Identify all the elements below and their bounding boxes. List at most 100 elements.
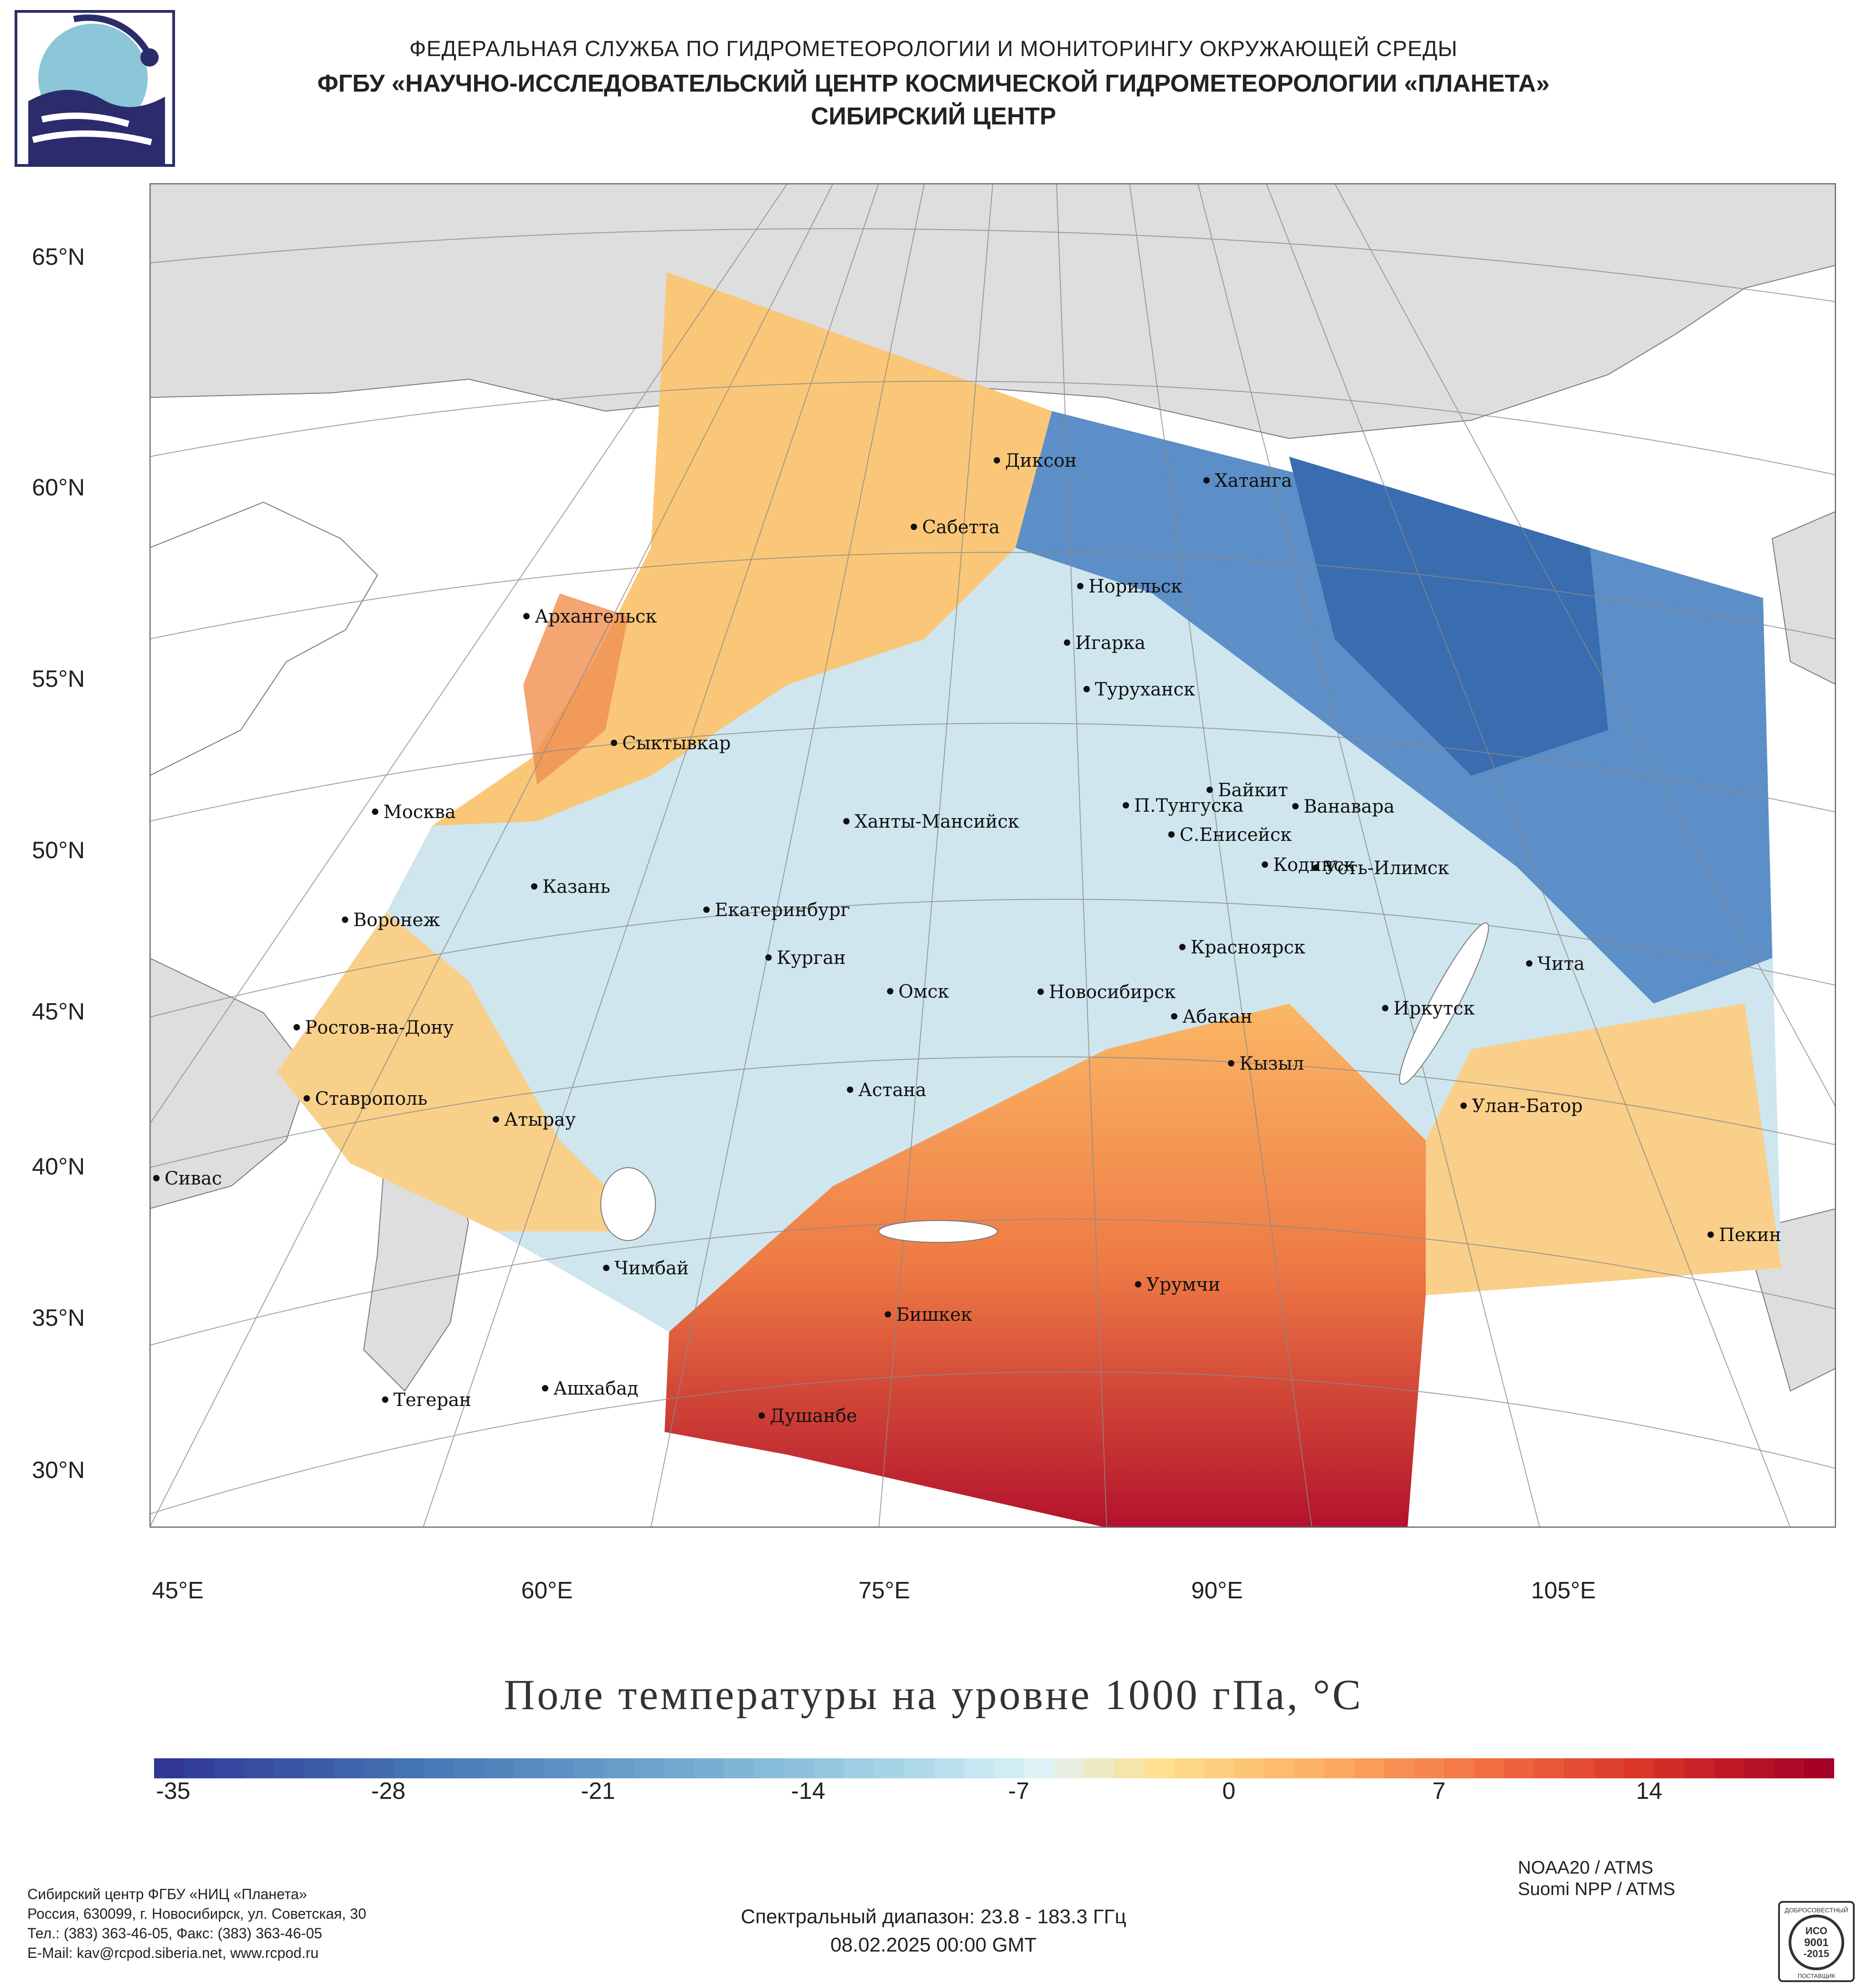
city-marker: Сивас [153, 1168, 222, 1189]
city-label: Кызыл [1239, 1053, 1304, 1074]
city-label: Омск [898, 981, 949, 1002]
city-marker: Норильск [1077, 576, 1182, 597]
colorbar-segment [1414, 1758, 1444, 1778]
city-dot [1292, 803, 1299, 809]
city-label: Атырау [504, 1109, 576, 1130]
footer-satellites: NOAA20 / ATMS Suomi NPP / ATMS [1518, 1857, 1675, 1900]
footer-phone: Тел.: (383) 363-46-05, Факс: (383) 363-4… [27, 1925, 322, 1942]
lon-label-90: 90°E [1191, 1577, 1243, 1604]
lon-label-105: 105°E [1531, 1577, 1596, 1604]
city-label: Сивас [165, 1168, 222, 1189]
city-dot [1168, 831, 1175, 838]
city-label: П.Тунгуска [1134, 795, 1243, 816]
city-label: Усть-Илимск [1324, 858, 1449, 879]
city-marker: Сабетта [911, 517, 1000, 538]
city-dot [1123, 802, 1129, 809]
city-label: Урумчи [1146, 1274, 1220, 1295]
lon-label-60: 60°E [521, 1577, 573, 1604]
city-label: Казань [542, 876, 610, 897]
colorbar-tick: -7 [1008, 1778, 1030, 1804]
city-marker: Ванавара [1292, 796, 1395, 817]
city-dot [1064, 639, 1070, 646]
colorbar-tick: 0 [1222, 1778, 1236, 1804]
city-marker: Новосибирск [1037, 982, 1176, 1003]
city-marker: Тегеран [382, 1390, 471, 1411]
city-dot [493, 1116, 499, 1123]
colorbar-segment [1024, 1758, 1055, 1778]
city-marker: Бишкек [885, 1304, 972, 1325]
city-dot [994, 457, 1000, 464]
colorbar-segment [1384, 1758, 1414, 1778]
header-center: СИБИРСКИЙ ЦЕНТР [810, 103, 1057, 130]
colorbar-segment [844, 1758, 875, 1778]
city-label: Иркутск [1393, 998, 1475, 1019]
footer-org: Сибирский центр ФГБУ «НИЦ «Планета» [27, 1886, 307, 1902]
city-label: Душанбе [770, 1406, 857, 1427]
footer-spectral: Спектральный диапазон: 23.8 - 183.3 ГГц [741, 1906, 1126, 1928]
temperature-map [150, 183, 1836, 1528]
swath-warm-se [1426, 1004, 1781, 1295]
city-marker: Архангельск [523, 606, 657, 627]
lake-baikal [1399, 922, 1489, 1085]
swath-warm-sw [277, 912, 651, 1231]
city-marker: Омск [887, 981, 949, 1002]
cert-top-text: ДОБРОСОВЕСТНЫЙ [1784, 1906, 1848, 1914]
city-label: Хатанга [1215, 470, 1292, 491]
city-marker: Чимбай [603, 1258, 689, 1279]
city-label: Красноярск [1191, 937, 1305, 958]
colorbar-segment [274, 1758, 304, 1778]
colorbar-segment [184, 1758, 215, 1778]
colorbar-tick: -14 [791, 1778, 825, 1804]
city-marker: Екатеринбург [703, 900, 850, 921]
colorbar-segment [1054, 1758, 1084, 1778]
colorbar-segment [304, 1758, 335, 1778]
lat-label-30: 30°N [32, 1457, 85, 1483]
city-marker: Чита [1526, 953, 1585, 974]
city-dot [1179, 944, 1186, 950]
city-label: Курган [777, 948, 846, 968]
city-marker: Улан-Батор [1460, 1096, 1583, 1117]
city-marker: Хатанга [1203, 470, 1292, 491]
city-marker: Красноярск [1179, 937, 1305, 958]
colorbar-segment [454, 1758, 485, 1778]
colorbar-segment [424, 1758, 454, 1778]
colorbar-segment [874, 1758, 905, 1778]
iso-cert-badge: ДОБРОСОВЕСТНЫЙ ИСО 9001 -2015 ПОСТАВЩИК [1778, 1901, 1855, 1982]
land-black-sea-coast [150, 957, 310, 1210]
city-label: Ашхабад [553, 1378, 638, 1399]
colorbar-segment [634, 1758, 665, 1778]
colorbar-segment [484, 1758, 515, 1778]
city-dot [1171, 1013, 1177, 1020]
lat-label-60: 60°N [32, 474, 85, 501]
city-label: Сыктывкар [622, 733, 731, 754]
city-dot [294, 1024, 300, 1030]
colorbar-tick: -28 [371, 1778, 406, 1804]
city-marker: Игарка [1064, 633, 1145, 654]
city-label: Ставрополь [315, 1088, 428, 1109]
city-label: Астана [858, 1080, 926, 1101]
city-marker: Пекин [1707, 1225, 1781, 1246]
city-marker: Ханты-Мансийск [843, 811, 1019, 832]
city-marker: Иркутск [1382, 998, 1475, 1019]
footer-address: Россия, 630099, г. Новосибирск, ул. Сове… [27, 1906, 366, 1922]
footer-contacts: Сибирский центр ФГБУ «НИЦ «Планета» Росс… [27, 1885, 366, 1963]
city-dot [542, 1385, 548, 1391]
city-dot [1262, 861, 1268, 868]
city-marker: Ставрополь [304, 1088, 428, 1109]
land-arctic [150, 183, 1836, 439]
city-label: Воронеж [353, 910, 440, 931]
colorbar-segment [1804, 1758, 1834, 1778]
city-label: Улан-Батор [1472, 1096, 1583, 1117]
colorbar-segment [1624, 1758, 1655, 1778]
colorbar-segment [1534, 1758, 1565, 1778]
city-marker: Атырау [493, 1109, 576, 1130]
city-marker: Ростов-на-Дону [294, 1017, 454, 1038]
city-label: Абакан [1182, 1006, 1253, 1027]
city-dot [1203, 477, 1210, 484]
colorbar-segment [1744, 1758, 1774, 1778]
city-dot [1382, 1005, 1388, 1011]
city-label: Чимбай [614, 1258, 689, 1279]
lon-label-45: 45°E [152, 1577, 204, 1604]
colorbar-segment [664, 1758, 695, 1778]
city-marker: Ашхабад [542, 1378, 638, 1399]
